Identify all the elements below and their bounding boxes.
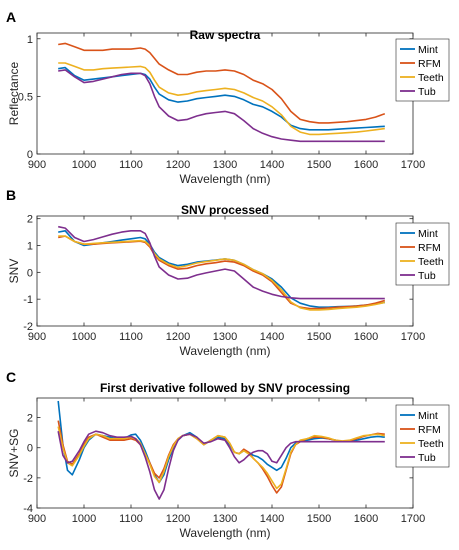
legend-entry: Tub (418, 86, 436, 98)
legend-entry: Teeth (418, 256, 444, 268)
x-tick-label: 1300 (213, 331, 237, 343)
x-tick-label: 1100 (119, 331, 143, 343)
x-tick-label: 1500 (307, 513, 331, 525)
x-tick-label: 1100 (119, 159, 143, 171)
x-tick-label: 1600 (354, 513, 378, 525)
plot-area (36, 32, 414, 155)
x-tick-label: 1200 (166, 159, 190, 171)
x-tick-label: 1400 (260, 159, 284, 171)
plot-area (36, 397, 414, 509)
x-tick-label: 1000 (72, 513, 96, 525)
y-tick-label: -4 (23, 503, 33, 515)
legend: Mint RFM Teeth Tub (395, 38, 450, 102)
x-tick-label: 1500 (307, 159, 331, 171)
y-tick-label: -2 (23, 321, 33, 333)
x-tick-label: 1400 (260, 513, 284, 525)
x-tick-label: 1700 (401, 331, 425, 343)
y-tick-label: 2 (27, 413, 33, 425)
y-tick-label: 0 (27, 267, 33, 279)
y-tick-label: 1 (27, 34, 33, 46)
panel-title: First derivative followed by SNV process… (100, 381, 350, 395)
plot-area (36, 215, 414, 327)
series-line-tub (57, 430, 385, 500)
series-line-tub (58, 225, 385, 300)
series-line-teeth (58, 62, 385, 136)
x-tick-label: 900 (28, 159, 46, 171)
x-axis-label: Wavelength (nm) (180, 526, 271, 540)
x-tick-label: 900 (28, 331, 46, 343)
legend-entry: Mint (418, 44, 438, 56)
y-axis-label: SNV+SG (7, 428, 21, 477)
legend-entry: Teeth (418, 72, 444, 84)
x-axis-label: Wavelength (nm) (180, 172, 271, 186)
y-tick-label: 0.5 (18, 91, 33, 103)
y-tick-label: 1 (27, 241, 33, 253)
legend-entry: Tub (418, 452, 436, 464)
legend: Mint RFM Teeth Tub (395, 222, 450, 286)
legend-entry: Teeth (418, 438, 444, 450)
x-tick-label: 1200 (166, 513, 190, 525)
series-line-teeth (57, 426, 385, 490)
x-tick-label: 1000 (72, 331, 96, 343)
x-tick-label: 1500 (307, 331, 331, 343)
y-axis-label: Reflectance (7, 61, 21, 125)
legend-entry: RFM (418, 242, 441, 254)
y-tick-label: 0 (27, 149, 33, 161)
legend-entry: Tub (418, 270, 436, 282)
y-axis-label: SNV (7, 259, 21, 284)
x-tick-label: 900 (28, 513, 46, 525)
x-tick-label: 1300 (213, 513, 237, 525)
x-tick-label: 1200 (166, 331, 190, 343)
x-tick-label: 1300 (213, 159, 237, 171)
panel-b: B SNV processed 900 1000 1100 1200 1300 1400 150… (6, 187, 450, 358)
legend: Mint RFM Teeth Tub (395, 404, 450, 468)
x-tick-label: 1600 (354, 331, 378, 343)
legend-entry: Mint (418, 228, 438, 240)
legend-entry: RFM (418, 58, 441, 70)
series-line-teeth (58, 235, 385, 311)
y-tick-label: -1 (23, 294, 33, 306)
x-tick-label: 1400 (260, 331, 284, 343)
y-tick-label: 0 (27, 443, 33, 455)
panel-label: C (6, 369, 16, 385)
panel-label: B (6, 187, 16, 203)
series-line-tub (58, 69, 385, 143)
x-tick-label: 1100 (119, 513, 143, 525)
y-tick-label: -2 (23, 473, 33, 485)
legend-entry: RFM (418, 424, 441, 436)
legend-entry: Mint (418, 410, 438, 422)
series-line-rfm (58, 42, 386, 124)
x-tick-label: 1700 (401, 159, 425, 171)
x-tick-label: 1700 (401, 513, 425, 525)
panel-title: SNV processed (181, 203, 269, 217)
panel-label: A (6, 9, 16, 25)
x-tick-label: 1000 (72, 159, 96, 171)
x-tick-label: 1600 (354, 159, 378, 171)
x-axis-label: Wavelength (nm) (180, 344, 271, 358)
panel-c: C First derivative followed by SNV proces… (6, 369, 450, 540)
y-tick-label: 2 (27, 214, 33, 226)
